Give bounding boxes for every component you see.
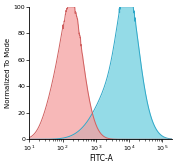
X-axis label: FITC-A: FITC-A bbox=[89, 154, 113, 163]
Y-axis label: Normalized To Mode: Normalized To Mode bbox=[5, 38, 11, 108]
